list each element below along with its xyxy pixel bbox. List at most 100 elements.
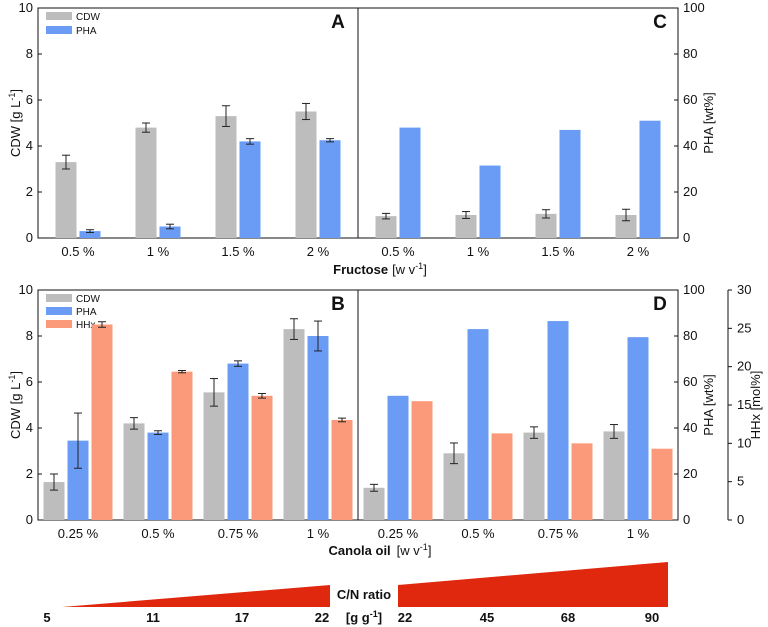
y-tick-left-0-3: 6 xyxy=(26,92,33,107)
bar-d-pha-1 xyxy=(467,329,489,520)
y-axis-title-bottom-right: PHA [wt%] xyxy=(701,374,716,435)
y-axis-title-top-left: CDW [g L-1] xyxy=(7,89,23,157)
bar-a-cdw-0 xyxy=(55,162,77,238)
cn-ratio-unit: [g g-1] xyxy=(346,609,382,625)
legend-pha-label-top: PHA xyxy=(76,26,97,37)
y-tick-hhx-5: 25 xyxy=(737,320,751,335)
bar-d-cdw-0 xyxy=(363,487,385,520)
legend-hhx-label-bottom: HHx xyxy=(76,320,95,331)
x-tick-a-0: 0.5 % xyxy=(61,244,95,259)
x-tick-c-3: 2 % xyxy=(627,244,650,259)
x-tick-d-0: 0.25 % xyxy=(378,526,419,541)
bar-d-hhx-1 xyxy=(491,433,513,520)
y-tick-left-1-5: 10 xyxy=(19,282,33,297)
y-tick-left-1-0: 0 xyxy=(26,512,33,527)
bar-c-cdw-2 xyxy=(535,213,557,238)
bar-b-hhx-2 xyxy=(251,395,273,520)
bar-a-cdw-2 xyxy=(215,116,237,238)
bar-b-cdw-2 xyxy=(203,392,225,520)
y-tick-right-1-2: 40 xyxy=(683,420,697,435)
bar-d-pha-0 xyxy=(387,395,409,520)
cn-ramp-left xyxy=(62,585,330,607)
bar-d-hhx-0 xyxy=(411,401,433,520)
y-tick-right-0-0: 0 xyxy=(683,230,690,245)
cn-ratio-value-right-0: 22 xyxy=(398,610,412,625)
panel-label-b: B xyxy=(331,294,345,315)
bar-c-cdw-1 xyxy=(455,215,477,238)
legend-pha-swatch-bottom xyxy=(46,307,72,315)
cn-ratio-value-right-2: 68 xyxy=(561,610,575,625)
x-tick-d-2: 0.75 % xyxy=(538,526,579,541)
panel-label-d: D xyxy=(653,294,667,315)
bar-c-cdw-3 xyxy=(615,215,637,238)
bar-b-pha-2 xyxy=(227,363,249,520)
y-tick-left-0-0: 0 xyxy=(26,230,33,245)
x-tick-a-3: 2 % xyxy=(307,244,330,259)
y-tick-right-0-1: 20 xyxy=(683,184,697,199)
legend-cdw-swatch-top xyxy=(46,12,72,20)
y-axis-title-hhx: HHx [mol%] xyxy=(748,371,763,440)
bar-d-cdw-2 xyxy=(523,432,545,520)
y-tick-right-0-4: 80 xyxy=(683,46,697,61)
bar-b-hhx-1 xyxy=(171,371,193,520)
chart-marks: 0.5 % 1 % 1.5 % 2 % 0.5 % 1 % 1.5 % 2 % 0.25 % 0.… xyxy=(19,0,752,625)
y-tick-left-1-1: 2 xyxy=(26,466,33,481)
legend-cdw-label-top: CDW xyxy=(76,12,100,23)
cn-ratio-value-left-0: 5 xyxy=(43,610,50,625)
y-tick-right-0-5: 100 xyxy=(683,0,705,15)
bar-c-cdw-0 xyxy=(375,216,397,238)
bar-a-pha-3 xyxy=(319,140,341,238)
bar-a-pha-2 xyxy=(239,141,261,238)
bar-c-pha-3 xyxy=(639,120,661,238)
cn-ratio-value-left-1: 11 xyxy=(146,610,160,625)
bar-b-cdw-0 xyxy=(43,482,65,520)
x-tick-a-2: 1.5 % xyxy=(221,244,255,259)
cn-ratio-value-right-3: 90 xyxy=(645,610,659,625)
x-axis-title-bottom: Canola oil [w v-1] xyxy=(329,542,432,558)
bar-d-cdw-1 xyxy=(443,453,465,520)
y-tick-right-1-0: 0 xyxy=(683,512,690,527)
y-tick-right-0-3: 60 xyxy=(683,92,697,107)
x-tick-b-0: 0.25 % xyxy=(58,526,99,541)
x-tick-c-1: 1 % xyxy=(467,244,490,259)
y-tick-right-0-2: 40 xyxy=(683,138,697,153)
y-tick-left-0-1: 2 xyxy=(26,184,33,199)
legend-pha-label-bottom: PHA xyxy=(76,307,97,318)
y-tick-hhx-4: 20 xyxy=(737,359,751,374)
y-tick-hhx-0: 0 xyxy=(737,512,744,527)
legend-pha-swatch-top xyxy=(46,26,72,34)
cn-ratio-value-left-3: 22 xyxy=(315,610,329,625)
y-tick-right-1-5: 100 xyxy=(683,282,705,297)
x-tick-c-2: 1.5 % xyxy=(541,244,575,259)
bar-b-hhx-0 xyxy=(91,324,113,520)
bar-d-pha-2 xyxy=(547,321,569,520)
bar-d-hhx-2 xyxy=(571,443,593,520)
cn-ratio-title: C/N ratio xyxy=(337,587,391,602)
y-tick-right-1-4: 80 xyxy=(683,328,697,343)
bar-b-pha-0 xyxy=(67,440,89,520)
bar-c-pha-2 xyxy=(559,129,581,238)
y-tick-left-0-4: 8 xyxy=(26,46,33,61)
bar-b-pha-1 xyxy=(147,432,169,520)
y-axis-title-bottom-left: CDW [g L-1] xyxy=(7,371,23,439)
bar-a-cdw-1 xyxy=(135,127,157,238)
x-tick-b-2: 0.75 % xyxy=(218,526,259,541)
x-tick-b-1: 0.5 % xyxy=(141,526,175,541)
bar-d-cdw-3 xyxy=(603,431,625,520)
x-tick-d-1: 0.5 % xyxy=(461,526,495,541)
y-tick-left-0-2: 4 xyxy=(26,138,33,153)
bar-d-hhx-3 xyxy=(651,448,673,520)
legend-cdw-swatch-bottom xyxy=(46,294,72,302)
legend-hhx-swatch-bottom xyxy=(46,320,72,328)
y-tick-right-1-1: 20 xyxy=(683,466,697,481)
legend-cdw-label-bottom: CDW xyxy=(76,294,100,305)
x-tick-d-3: 1 % xyxy=(627,526,650,541)
x-tick-c-0: 0.5 % xyxy=(381,244,415,259)
cn-ratio-value-right-1: 45 xyxy=(480,610,494,625)
panel-label-c: C xyxy=(653,12,667,33)
bar-d-pha-3 xyxy=(627,337,649,520)
y-tick-hhx-6: 30 xyxy=(737,282,751,297)
y-tick-left-1-3: 6 xyxy=(26,374,33,389)
y-tick-hhx-2: 10 xyxy=(737,435,751,450)
bar-a-pha-0 xyxy=(79,231,101,238)
